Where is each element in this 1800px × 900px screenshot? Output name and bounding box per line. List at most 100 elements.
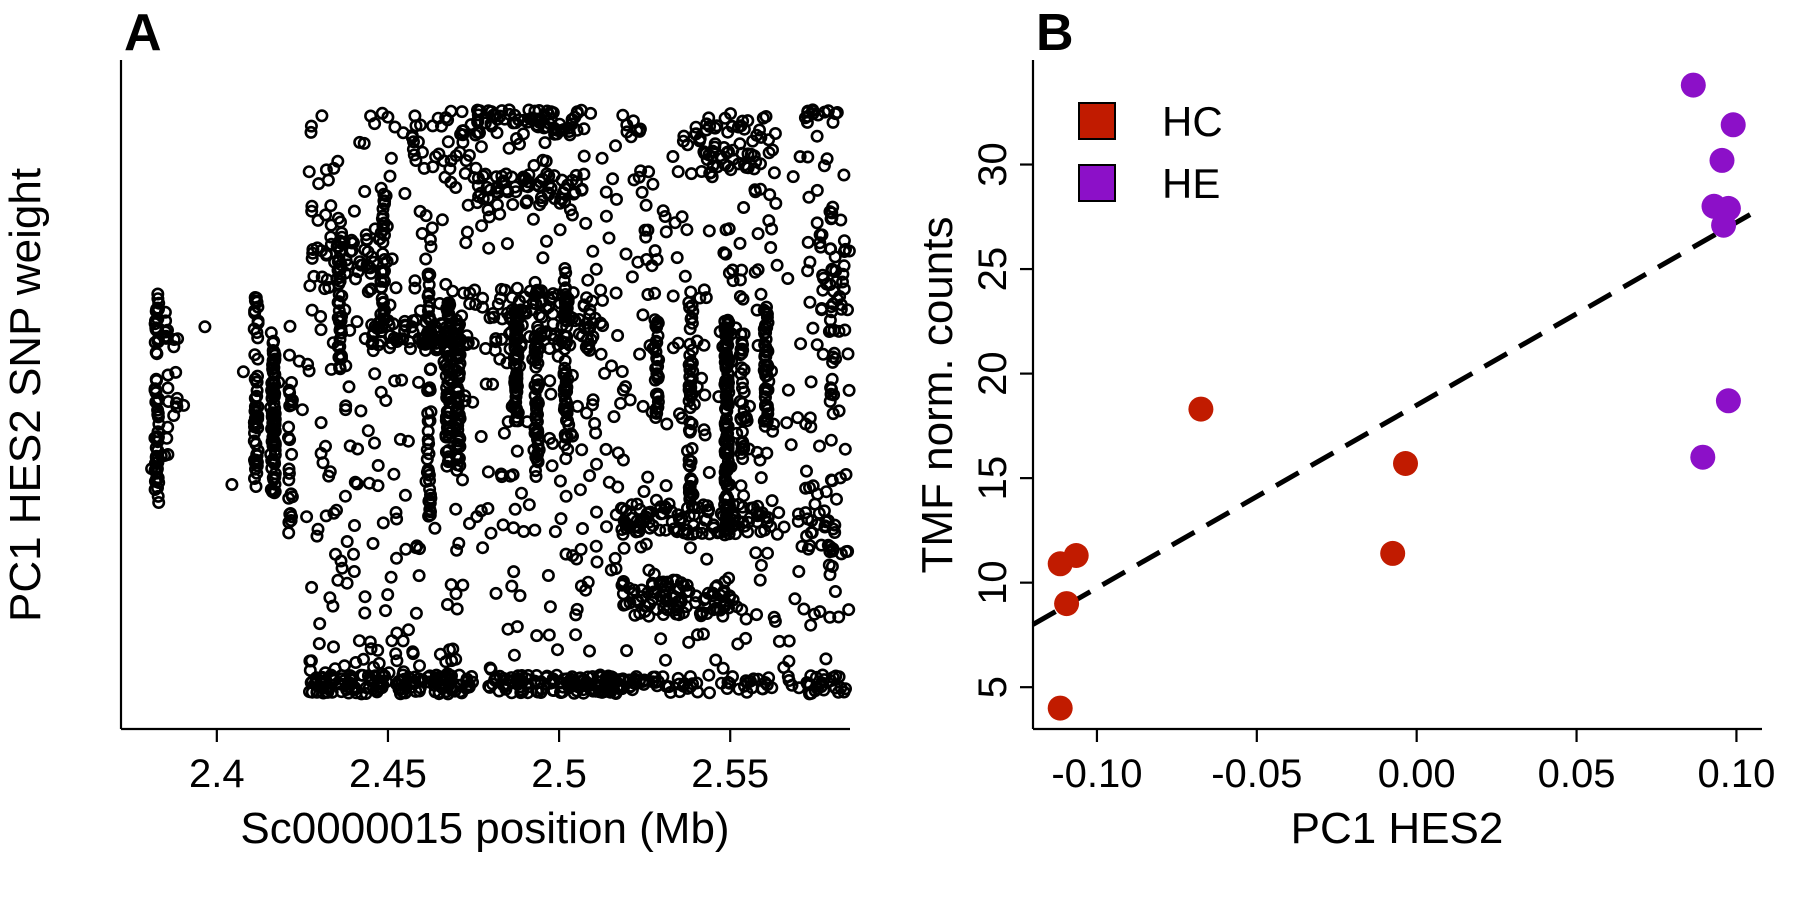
- data-point-hc: [1393, 451, 1418, 476]
- snp-point: [713, 325, 727, 339]
- snp-point: [799, 506, 813, 520]
- snp-point: [540, 669, 554, 683]
- snp-point: [659, 479, 673, 493]
- snp-point: [670, 525, 684, 539]
- snp-point: [671, 165, 685, 179]
- snp-point: [833, 471, 847, 485]
- snp-point: [607, 410, 621, 424]
- panel-a-x-title: Sc0000015 position (Mb): [240, 804, 729, 853]
- snp-point: [151, 287, 165, 301]
- snp-point: [526, 352, 540, 366]
- snp-point: [528, 421, 542, 435]
- x-tick-label: 2.45: [349, 752, 427, 796]
- snp-point: [519, 306, 533, 320]
- snp-point: [754, 287, 768, 301]
- snp-point: [546, 287, 560, 301]
- snp-point: [305, 251, 319, 265]
- snp-point: [562, 418, 576, 432]
- snp-point: [579, 216, 593, 230]
- snp-point: [832, 404, 846, 418]
- snp-point: [326, 336, 340, 350]
- snp-point: [352, 634, 366, 648]
- snp-point: [699, 146, 713, 160]
- snp-point: [387, 467, 401, 481]
- x-tick-label: 0.05: [1538, 752, 1616, 796]
- snp-point: [619, 517, 633, 531]
- snp-point: [641, 287, 655, 301]
- y-tick-label: 30: [971, 142, 1015, 187]
- snp-point: [684, 167, 698, 181]
- snp-point: [683, 370, 697, 384]
- snp-point: [314, 323, 328, 337]
- snp-point: [505, 399, 519, 413]
- snp-point: [413, 304, 427, 318]
- snp-point: [497, 426, 511, 440]
- snp-point: [838, 323, 852, 337]
- snp-point: [329, 503, 343, 517]
- snp-point: [825, 474, 839, 488]
- snp-point: [338, 489, 352, 503]
- snp-point: [406, 135, 420, 149]
- snp-point: [716, 509, 730, 523]
- snp-point: [379, 189, 393, 203]
- snp-point: [810, 338, 824, 352]
- snp-point: [458, 166, 472, 180]
- snp-point: [463, 286, 477, 300]
- y-tick-label: 15: [971, 456, 1015, 501]
- snp-point: [305, 303, 319, 317]
- snp-point: [412, 659, 426, 673]
- snp-point: [815, 301, 829, 315]
- snp-point: [283, 399, 297, 413]
- snp-point: [248, 304, 262, 318]
- snp-point: [742, 399, 756, 413]
- snp-point: [464, 118, 478, 132]
- snp-point: [808, 497, 822, 511]
- snp-point: [729, 321, 743, 335]
- snp-point: [747, 149, 761, 163]
- snp-point: [827, 346, 841, 360]
- snp-point: [304, 119, 318, 133]
- snp-point: [609, 286, 623, 300]
- snp-point: [839, 545, 853, 559]
- snp-point: [714, 676, 728, 690]
- snp-point: [748, 265, 762, 279]
- snp-point: [672, 582, 686, 596]
- snp-point: [647, 567, 661, 581]
- snp-point: [635, 185, 649, 199]
- snp-point: [534, 682, 548, 696]
- snp-point: [762, 133, 776, 147]
- snp-point: [842, 244, 856, 258]
- snp-point: [737, 679, 751, 693]
- snp-point: [563, 203, 577, 217]
- snp-point: [639, 198, 653, 212]
- snp-point: [792, 681, 806, 695]
- snp-point: [726, 519, 740, 533]
- legend-swatch-hc: [1078, 102, 1116, 140]
- snp-point: [333, 349, 347, 363]
- snp-point: [696, 627, 710, 641]
- snp-point: [493, 291, 507, 305]
- snp-point: [812, 439, 826, 453]
- snp-point: [395, 373, 409, 387]
- snp-point: [761, 359, 775, 373]
- snp-point: [390, 512, 404, 526]
- panel-a-y-title: PC1 HES2 SNP weight: [1, 168, 50, 622]
- snp-point: [284, 513, 298, 527]
- snp-point: [542, 628, 556, 642]
- snp-point: [509, 185, 523, 199]
- snp-point: [682, 295, 696, 309]
- snp-point: [651, 329, 665, 343]
- snp-point: [734, 479, 748, 493]
- snp-point: [697, 423, 711, 437]
- panel-b-y-ticks: 5 10 15 20 25 30: [971, 142, 1033, 698]
- snp-point: [651, 359, 665, 373]
- snp-point: [361, 285, 375, 299]
- snp-point: [342, 380, 356, 394]
- snp-point: [389, 505, 403, 519]
- snp-point: [483, 311, 497, 325]
- snp-point: [625, 270, 639, 284]
- snp-point: [390, 654, 404, 668]
- snp-point: [748, 183, 762, 197]
- snp-point: [606, 673, 620, 687]
- snp-point: [282, 473, 296, 487]
